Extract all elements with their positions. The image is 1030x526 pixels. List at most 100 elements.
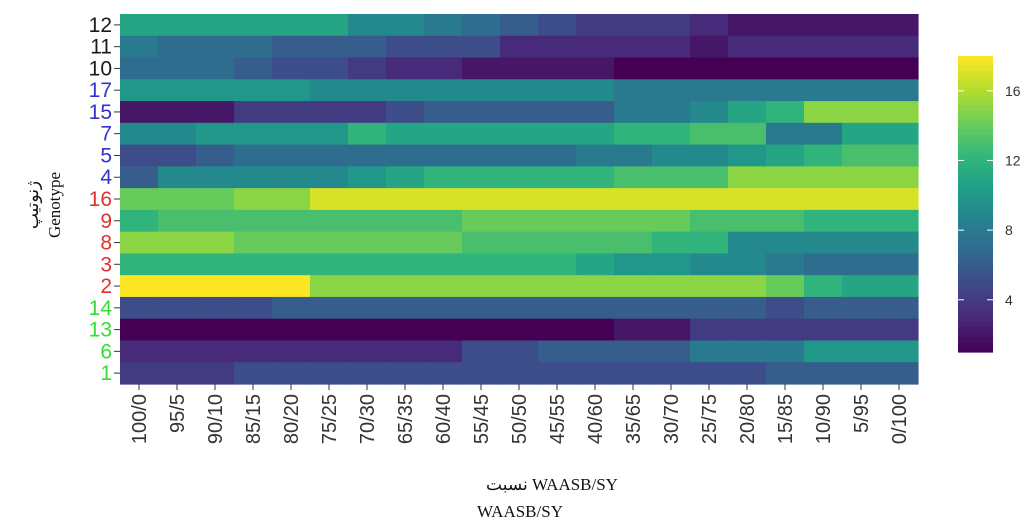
heatmap-cell	[272, 340, 311, 363]
colorbar-segment	[958, 75, 993, 82]
heatmap-cell	[348, 231, 387, 255]
heatmap-cell	[842, 122, 881, 146]
heatmap-cell	[234, 340, 273, 363]
heatmap-cell	[158, 275, 197, 298]
heatmap-cell	[234, 166, 273, 189]
x-tick-label: 15/85	[775, 394, 797, 444]
heatmap-cell	[728, 253, 767, 276]
heatmap-cell	[880, 101, 919, 124]
heatmap-cell	[538, 231, 577, 255]
heatmap-cell	[158, 209, 197, 233]
heatmap-cell	[158, 253, 197, 276]
x-tick-label: 95/5	[167, 394, 189, 433]
heatmap-cell	[652, 101, 691, 124]
heatmap-cell	[766, 362, 805, 385]
heatmap-cell	[880, 209, 919, 233]
heatmap-cell	[766, 231, 805, 255]
colorbar-segment	[958, 238, 993, 245]
heatmap-cell	[576, 253, 615, 276]
heatmap-cell	[804, 14, 843, 37]
colorbar-segment	[958, 159, 993, 166]
x-tick-label: 35/65	[623, 394, 645, 444]
heatmap-cell	[386, 231, 425, 255]
heatmap-cell	[310, 275, 349, 298]
heatmap-cell	[804, 209, 843, 233]
heatmap-cell	[120, 362, 159, 385]
y-tick-label: 17	[89, 79, 112, 102]
colorbar-segment	[958, 282, 993, 289]
heatmap-cell	[842, 79, 881, 102]
colorbar-segment	[958, 327, 993, 333]
heatmap-cell	[386, 318, 425, 342]
heatmap-cell	[804, 122, 843, 146]
heatmap-cell	[842, 209, 881, 233]
heatmap-cell	[804, 144, 843, 167]
heatmap-cell	[804, 253, 843, 276]
heatmap-cell	[272, 318, 311, 342]
colorbar-segment	[958, 302, 993, 309]
heatmap-cell	[158, 57, 197, 80]
heatmap-cell	[766, 122, 805, 146]
heatmap-cell	[120, 101, 159, 124]
heatmap-cell	[652, 318, 691, 342]
heatmap-cell	[652, 231, 691, 255]
heatmap-cell	[386, 275, 425, 298]
heatmap-cell	[652, 144, 691, 167]
heatmap-cell	[462, 166, 501, 189]
heatmap-cell	[690, 79, 729, 102]
heatmap-cell	[386, 209, 425, 233]
heatmap-cell	[804, 296, 843, 320]
heatmap-cell	[880, 144, 919, 167]
heatmap-cell	[880, 253, 919, 276]
heatmap-cell	[766, 144, 805, 167]
heatmap-cell	[538, 79, 577, 102]
x-tick-label: 70/30	[357, 394, 379, 444]
colorbar-segment	[958, 134, 993, 141]
heatmap-cell	[462, 79, 501, 102]
colorbar: 4 8 12 16	[958, 56, 1021, 353]
x-tick-label: 75/25	[319, 394, 341, 444]
heatmap-cell	[386, 253, 425, 276]
heatmap-cell	[842, 275, 881, 298]
heatmap-cell	[348, 318, 387, 342]
colorbar-segment	[958, 164, 993, 171]
heatmap-cell	[804, 79, 843, 102]
colorbar-segment	[958, 184, 993, 190]
heatmap-cell	[158, 188, 197, 211]
heatmap-cell	[500, 14, 539, 37]
heatmap-cell	[690, 188, 729, 211]
heatmap-cell	[348, 101, 387, 124]
colorbar-segment	[958, 297, 993, 304]
x-tick-label: 50/50	[509, 394, 531, 444]
heatmap-cell	[576, 14, 615, 37]
heatmap-cell	[462, 101, 501, 124]
heatmap-cell	[500, 79, 539, 102]
heatmap-cell	[728, 79, 767, 102]
colorbar-segment	[958, 218, 993, 225]
heatmap-cell	[424, 318, 463, 342]
heatmap-cell	[424, 209, 463, 233]
heatmap-cell	[690, 318, 729, 342]
heatmap-cell	[690, 166, 729, 189]
heatmap-cell	[386, 362, 425, 385]
heatmap-cell	[500, 318, 539, 342]
colorbar-segment	[958, 248, 993, 254]
heatmap-cell	[158, 101, 197, 124]
heatmap-cell	[196, 188, 235, 211]
heatmap-cell	[538, 188, 577, 211]
heatmap-cell	[690, 340, 729, 363]
heatmap-cell	[196, 253, 235, 276]
heatmap-cell	[310, 57, 349, 80]
heatmap-cell	[538, 275, 577, 298]
heatmap-cell	[880, 122, 919, 146]
colorbar-segment	[958, 199, 993, 205]
heatmap-cell	[348, 144, 387, 167]
heatmap-cell	[804, 318, 843, 342]
heatmap-cell	[196, 166, 235, 189]
heatmap-cell	[576, 166, 615, 189]
heatmap-cell	[538, 166, 577, 189]
heatmap-cell	[348, 253, 387, 276]
heatmap-cell	[538, 144, 577, 167]
heatmap-cell	[576, 318, 615, 342]
heatmap-cell	[728, 101, 767, 124]
